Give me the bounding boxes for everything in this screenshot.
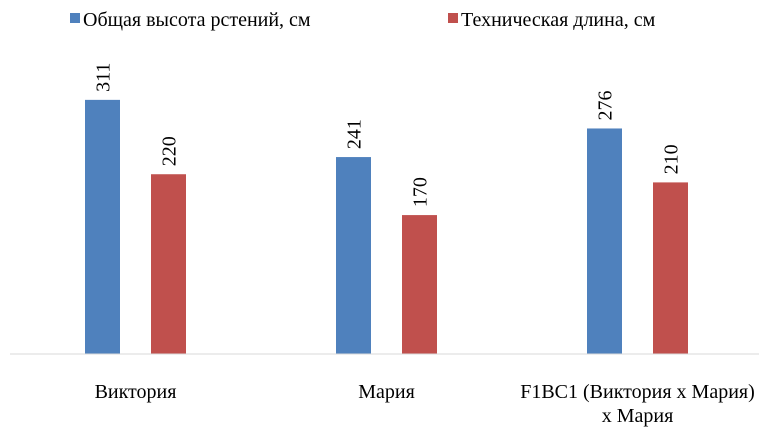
legend-label: Общая высота рстений, см (83, 9, 311, 31)
x-tick-label: F1BC1 (Виктория х Мария) х Мария (520, 381, 755, 427)
bar (587, 128, 622, 354)
value-label: 210 (661, 144, 683, 174)
value-label: 311 (93, 63, 115, 92)
value-label: 170 (410, 177, 432, 207)
value-label: 276 (595, 90, 617, 120)
legend-swatch (70, 13, 80, 23)
bar (336, 157, 371, 354)
legend-swatch (448, 13, 458, 23)
legend-label: Техническая длина, см (461, 9, 656, 31)
bar (402, 215, 437, 354)
bar (85, 99, 120, 355)
value-label: 241 (344, 119, 366, 149)
bar (151, 174, 186, 354)
bar (653, 182, 688, 354)
x-tick-label: Виктория (94, 381, 177, 403)
value-label: 220 (159, 136, 181, 166)
x-tick-label: Мария (358, 381, 415, 403)
